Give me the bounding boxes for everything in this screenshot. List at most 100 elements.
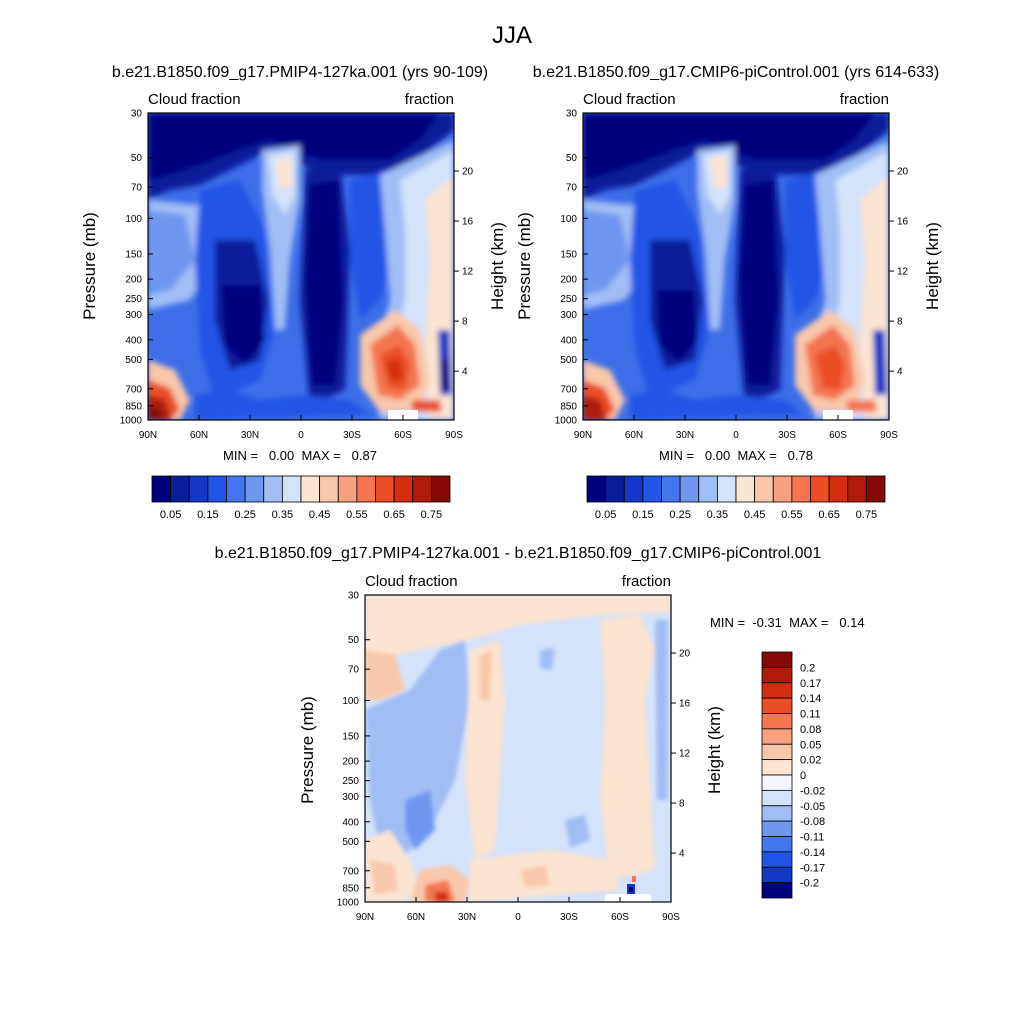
y2-tick-label: 8	[897, 317, 903, 328]
y-tick-label: 700	[560, 384, 577, 395]
y2-tick-label: 16	[897, 217, 909, 228]
colorbar-swatch	[170, 475, 190, 503]
colorbar-swatch	[698, 475, 718, 503]
colorbar-swatch	[772, 475, 793, 503]
right-string: fraction	[405, 91, 454, 108]
colorbar-label: 0.08	[800, 724, 821, 736]
x-tick-label: 0	[733, 430, 739, 441]
x-tick-label: 90S	[880, 430, 898, 441]
y2-tick-label: 12	[462, 267, 474, 278]
y-tick-label: 50	[131, 153, 143, 164]
x-tick-label: 60N	[407, 912, 425, 923]
colorbar-label: 0.2	[800, 662, 815, 674]
colorbar-label: -0.02	[800, 785, 825, 797]
min-max-label: MIN = -0.31 MAX = 0.14	[710, 615, 865, 630]
colorbar-label: 0.25	[669, 509, 690, 521]
colorbar-swatch	[761, 789, 793, 807]
y-tick-label: 400	[125, 335, 142, 346]
colorbar-swatch	[754, 475, 774, 503]
colorbar-label: 0.11	[800, 709, 821, 721]
colorbar-label: -0.14	[800, 847, 825, 859]
y2-tick-label: 8	[679, 799, 685, 810]
colorbar-swatch	[761, 651, 793, 668]
colorbar-label: 0.65	[818, 509, 839, 521]
colorbar-label: 0.45	[744, 509, 765, 521]
heatmap-field	[365, 595, 671, 902]
y-tick-label: 700	[125, 384, 142, 395]
right-string: fraction	[622, 573, 671, 590]
y2-tick-label: 20	[897, 167, 909, 178]
colorbar-label: 0.05	[595, 509, 616, 521]
colorbar-swatch	[716, 475, 737, 503]
y-tick-label: 200	[342, 757, 359, 768]
colorbar-swatch	[337, 475, 358, 503]
y-tick-label: 400	[560, 335, 577, 346]
colorbar-label: -0.08	[800, 816, 825, 828]
y-tick-label: 30	[566, 109, 578, 120]
y-tick-label: 150	[125, 249, 142, 260]
y2-tick-label: 4	[679, 849, 685, 860]
heatmap-field	[583, 113, 889, 420]
y-tick-label: 150	[342, 731, 359, 742]
y-tick-label: 150	[560, 249, 577, 260]
colorbar-swatch	[356, 475, 376, 503]
y-tick-label: 500	[560, 355, 577, 366]
colorbar-swatch	[605, 475, 625, 503]
colorbar-label: 0.15	[632, 509, 653, 521]
x-tick-label: 90N	[574, 430, 592, 441]
colorbar-swatch	[761, 820, 793, 837]
colorbar-label: 0.15	[197, 509, 218, 521]
colorbar-label: 0.75	[856, 509, 877, 521]
y-tick-label: 500	[342, 837, 359, 848]
colorbar-label: -0.2	[800, 878, 819, 890]
y-tick-label: 300	[125, 310, 142, 321]
y-tick-label: 1000	[555, 416, 578, 427]
colorbar-label: 0.02	[800, 755, 821, 767]
min-max-label: MIN = 0.00 MAX = 0.78	[659, 448, 813, 463]
panel-title: b.e21.B1850.f09_g17.PMIP4-127ka.001 (yrs…	[112, 64, 488, 81]
colorbar-swatch	[761, 836, 793, 853]
x-tick-label: 60S	[829, 430, 847, 441]
x-tick-label: 60N	[190, 430, 208, 441]
y2-tick-label: 12	[679, 749, 691, 760]
colorbar-swatch	[151, 475, 172, 503]
colorbar-label: 0.17	[800, 678, 821, 690]
heatmap-field	[148, 113, 454, 420]
x-tick-label: 90N	[139, 430, 157, 441]
y2-tick-label: 16	[679, 699, 691, 710]
y-tick-label: 100	[560, 214, 577, 225]
colorbar-swatch	[761, 666, 793, 684]
colorbar-swatch	[375, 475, 395, 503]
y-tick-label: 100	[342, 696, 359, 707]
y2-axis-title: Height (km)	[488, 222, 507, 310]
y-tick-label: 30	[131, 109, 143, 120]
colorbar-swatch	[188, 475, 209, 503]
colorbar-swatch	[319, 475, 339, 503]
colorbar-swatch	[244, 475, 265, 503]
y-tick-label: 70	[131, 183, 143, 194]
y2-axis-title: Height (km)	[705, 706, 724, 794]
y-tick-label: 850	[342, 883, 359, 894]
colorbar-swatch	[761, 882, 793, 899]
y2-tick-label: 20	[679, 649, 691, 660]
colorbar-swatch	[761, 682, 793, 699]
x-tick-label: 30S	[343, 430, 361, 441]
y-tick-label: 300	[342, 792, 359, 803]
colorbar-label: 0.75	[421, 509, 442, 521]
y-tick-label: 70	[348, 665, 360, 676]
y-tick-label: 700	[342, 866, 359, 877]
y-tick-label: 850	[125, 401, 142, 412]
colorbar-swatch	[412, 475, 432, 503]
y-axis-title: Pressure (mb)	[515, 212, 534, 320]
colorbar-swatch	[847, 475, 867, 503]
x-tick-label: 0	[298, 430, 304, 441]
panel-title: b.e21.B1850.f09_g17.PMIP4-127ka.001 - b.…	[215, 545, 822, 562]
x-tick-label: 60S	[394, 430, 412, 441]
colorbar-label: 0.05	[160, 509, 181, 521]
y-tick-label: 200	[560, 275, 577, 286]
x-tick-label: 30N	[676, 430, 694, 441]
colorbar-swatch	[207, 475, 227, 503]
y-tick-label: 50	[566, 153, 578, 164]
colorbar-swatch	[735, 475, 756, 503]
